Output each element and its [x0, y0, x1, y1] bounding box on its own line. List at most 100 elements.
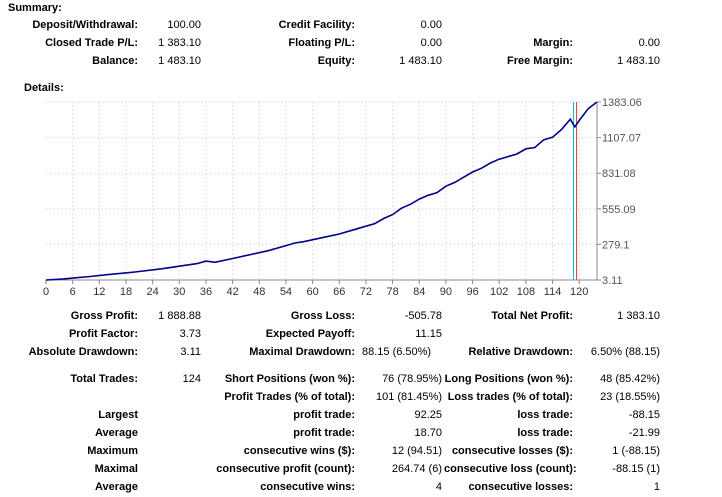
absolute-drawdown-value: 3.11: [180, 346, 201, 358]
free-margin-label: Free Margin:: [506, 55, 573, 67]
max-consecutive-losses-value: 1 (-88.15): [612, 445, 660, 457]
absolute-drawdown-label: Absolute Drawdown:: [28, 346, 138, 358]
relative-drawdown-label: Relative Drawdown:: [468, 346, 573, 358]
balance-value: 1 483.10: [158, 55, 201, 67]
equity-label: Equity:: [317, 55, 355, 67]
x-tick-label: 66: [333, 286, 345, 298]
max-consecutive-wins-value: 12 (94.51): [391, 445, 442, 457]
y-tick-label: 1383.06: [602, 97, 642, 109]
largest-profit-value: 92.25: [414, 409, 442, 421]
x-tick-label: 90: [440, 286, 452, 298]
maximal-drawdown-label: Maximal Drawdown:: [249, 346, 355, 358]
max-consecutive-wins-label: consecutive wins ($):: [243, 445, 355, 457]
x-tick-label: 78: [386, 286, 398, 298]
x-tick-label: 54: [280, 286, 292, 298]
credit-label: Credit Facility:: [278, 19, 355, 31]
closed-pl-label: Closed Trade P/L:: [45, 37, 138, 49]
maximal-consecutive-profit-label: consecutive profit (count):: [216, 463, 355, 475]
largest-loss-label: loss trade:: [517, 409, 573, 421]
x-tick-label: 30: [173, 286, 185, 298]
summary-title: Summary:: [8, 2, 62, 14]
balance-chart-svg: 0 6 12 18 24 30 36 42 48 54 60 66 72 78 84 90 96 102 108 11…: [43, 97, 642, 298]
relative-drawdown-value: 6.50% (88.15): [590, 346, 660, 358]
maximal-label: Maximal: [94, 463, 138, 475]
profit-trades-label: Profit Trades (% of total):: [224, 391, 355, 403]
profit-factor-value: 3.73: [179, 328, 201, 340]
x-tick-label: 108: [517, 286, 535, 298]
plot-area: [46, 102, 597, 280]
total-net-profit-value: 1 383.10: [617, 310, 660, 322]
maximal-consecutive-profit-value: 264.74 (6): [391, 463, 442, 475]
average-loss-value: -21.99: [628, 427, 660, 439]
margin-value: 0.00: [638, 37, 660, 49]
x-tick-label: 120: [570, 286, 588, 298]
margin-label: Margin:: [533, 37, 573, 49]
y-tick-label: 555.09: [602, 204, 636, 216]
y-tick-label: 1107.07: [602, 133, 641, 145]
equity-value: 1 483.10: [399, 55, 442, 67]
largest-loss-value: -88.15: [628, 409, 660, 421]
profit-trades-value: 101 (81.45%): [375, 391, 442, 403]
x-tick-label: 48: [253, 286, 265, 298]
average-consecutive-wins-value: 4: [435, 481, 442, 493]
expected-payoff-value: 11.15: [415, 328, 442, 340]
profit-factor-label: Profit Factor:: [68, 328, 138, 340]
largest-label: Largest: [98, 409, 138, 421]
x-tick-label: 36: [200, 286, 212, 298]
loss-trades-label: Loss trades (% of total):: [447, 391, 573, 403]
y-tick-label: 3.11: [602, 275, 623, 287]
long-positions-value: 48 (85.42%): [600, 373, 660, 385]
x-tick-label: 18: [120, 286, 132, 298]
deposit-label: Deposit/Withdrawal:: [32, 19, 138, 31]
x-tick-label: 102: [490, 286, 508, 298]
maximal-consecutive-loss-value: -88.15 (1): [612, 463, 660, 475]
gross-profit-value: 1 888.88: [158, 310, 201, 322]
average-loss-label: loss trade:: [517, 427, 573, 439]
y-tick-label: 831.08: [602, 168, 636, 180]
x-tick-label: 6: [70, 286, 76, 298]
average-consecutive-wins-label: consecutive wins:: [260, 481, 355, 493]
x-tick-label: 84: [413, 286, 425, 298]
average-label: Average: [94, 427, 138, 439]
largest-profit-label: profit trade:: [293, 409, 355, 421]
x-tick-label: 12: [93, 286, 105, 298]
x-tick-label: 60: [306, 286, 318, 298]
max-consecutive-losses-label: consecutive losses ($):: [451, 445, 573, 457]
average-profit-value: 18.70: [414, 427, 442, 439]
maximal-consecutive-loss-label: consecutive loss (count):: [444, 463, 577, 475]
deposit-value: 100.00: [167, 19, 201, 31]
average-consecutive-label: Average: [94, 481, 138, 493]
free-margin-value: 1 483.10: [617, 55, 660, 67]
total-trades-label: Total Trades:: [70, 373, 138, 385]
credit-value: 0.00: [420, 19, 442, 31]
total-trades-value: 124: [182, 373, 201, 385]
y-tick-label: 279.1: [602, 239, 630, 251]
floating-pl-value: 0.00: [420, 37, 442, 49]
expected-payoff-label: Expected Payoff:: [265, 328, 355, 340]
gross-profit-label: Gross Profit:: [70, 310, 138, 322]
average-consecutive-losses-label: consecutive losses:: [468, 481, 573, 493]
details-title: Details:: [24, 82, 64, 94]
x-tick-label: 0: [43, 286, 49, 298]
balance-chart: 0 6 12 18 24 30 36 42 48 54 60 66 72 78 84 90 96 102 108 11…: [0, 96, 722, 306]
average-consecutive-losses-value: 1: [653, 481, 660, 493]
x-tick-label: 114: [544, 286, 562, 298]
short-positions-value: 76 (78.95%): [382, 373, 442, 385]
gross-loss-value: -505.78: [404, 310, 442, 322]
x-tick-label: 42: [227, 286, 239, 298]
floating-pl-label: Floating P/L:: [288, 37, 355, 49]
x-tick-label: 96: [466, 286, 478, 298]
maximal-drawdown-value: 88.15 (6.50%): [362, 346, 432, 358]
balance-line: [45, 101, 598, 281]
balance-label: Balance:: [92, 55, 138, 67]
total-net-profit-label: Total Net Profit:: [491, 310, 573, 322]
long-positions-label: Long Positions (won %):: [444, 373, 573, 385]
maximum-label: Maximum: [87, 445, 138, 457]
average-profit-label: profit trade:: [293, 427, 355, 439]
x-tick-label: 72: [360, 286, 372, 298]
short-positions-label: Short Positions (won %):: [224, 373, 355, 385]
gross-loss-label: Gross Loss:: [290, 310, 355, 322]
x-tick-label: 24: [147, 286, 159, 298]
closed-pl-value: 1 383.10: [158, 37, 201, 49]
loss-trades-value: 23 (18.55%): [600, 391, 660, 403]
